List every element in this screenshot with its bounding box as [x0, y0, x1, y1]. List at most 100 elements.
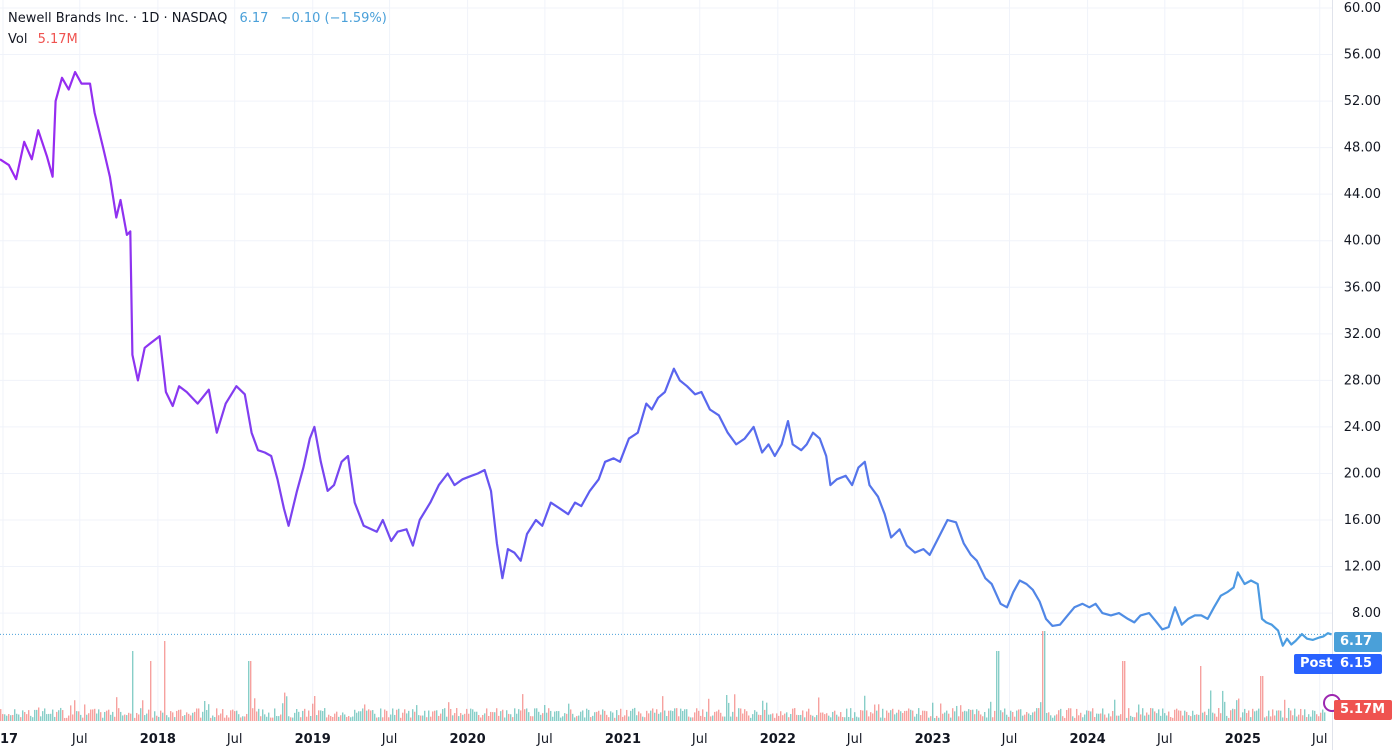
y-axis[interactable]: 60.00 56.00 52.00 48.00 44.00 40.00 36.00 32.00…: [1344, 1, 1381, 621]
volume-bar: [850, 708, 852, 721]
volume-bar: [86, 714, 88, 721]
volume-bar: [182, 716, 184, 721]
volume-bar: [486, 708, 488, 721]
x-tick-label: 2022: [760, 732, 796, 747]
volume-bar: [782, 715, 784, 721]
volume-bar: [1144, 715, 1146, 721]
volume-bar: [718, 709, 720, 721]
volume-bar: [928, 717, 930, 721]
volume-bar: [982, 716, 984, 721]
volume-bar: [730, 716, 732, 721]
volume-bar: [1098, 713, 1100, 721]
volume-bar: [1172, 717, 1174, 721]
volume-bar: [800, 714, 802, 721]
volume-bar: [14, 709, 16, 721]
volume-bar: [1208, 708, 1210, 721]
volume-bar: [444, 708, 446, 721]
volume-bar: [578, 715, 580, 721]
volume-bar: [410, 717, 412, 721]
volume-bar: [1016, 710, 1018, 721]
volume-bar: [1284, 699, 1286, 721]
volume-bar: [1048, 712, 1050, 721]
volume-bar: [1264, 717, 1266, 721]
volume-bar: [536, 708, 538, 721]
volume-bar: [790, 714, 792, 721]
volume-bar: [502, 709, 504, 721]
volume-bar: [692, 717, 694, 721]
volume-bar: [996, 651, 998, 721]
volume-bar: [620, 708, 622, 721]
volume-bar: [610, 711, 612, 721]
volume-bar: [942, 713, 944, 721]
volume-bar: [710, 716, 712, 721]
volume-bar: [352, 716, 354, 721]
y-tick-label: 36.00: [1344, 280, 1381, 295]
volume-bar: [1052, 717, 1054, 721]
volume-bar: [1044, 631, 1046, 721]
volume-bar: [1068, 708, 1070, 721]
volume-bar: [1216, 716, 1218, 721]
volume-bar: [210, 717, 212, 721]
volume-bar: [454, 713, 456, 721]
volume-bar: [232, 709, 234, 721]
volume-bar: [1096, 713, 1098, 721]
volume-bar: [284, 692, 286, 721]
volume-bar: [178, 709, 180, 721]
volume-bar: [918, 708, 920, 721]
volume-bar: [20, 717, 22, 721]
volume-bar: [1310, 716, 1312, 721]
volume-bar: [874, 704, 876, 721]
volume-bar: [622, 716, 624, 721]
volume-bar: [498, 715, 500, 721]
volume-bar: [1152, 708, 1154, 721]
symbol-label: Newell Brands Inc. · 1D · NASDAQ: [8, 11, 228, 26]
volume-bar: [156, 715, 158, 721]
volume-bar: [664, 710, 666, 721]
volume-bar: [414, 711, 416, 721]
volume-bar: [1320, 712, 1322, 721]
volume-bar: [944, 712, 946, 721]
volume-bar: [4, 714, 6, 721]
volume-bar: [840, 712, 842, 721]
volume-bar: [1304, 709, 1306, 721]
volume-bar: [1088, 710, 1090, 721]
volume-bar: [1002, 712, 1004, 721]
volume-bar: [880, 717, 882, 721]
volume-bar: [780, 711, 782, 721]
volume-bar: [922, 710, 924, 721]
volume-bar: [462, 714, 464, 721]
volume-bar: [1128, 708, 1130, 721]
volume-bar: [688, 716, 690, 721]
volume-bar: [1188, 715, 1190, 721]
volume-bar: [754, 710, 756, 721]
volume-bar: [794, 708, 796, 721]
volume-bar: [712, 715, 714, 721]
volume-bar: [268, 712, 270, 721]
volume-bar: [94, 708, 96, 721]
volume-bar: [846, 708, 848, 721]
volume-bar: [1252, 708, 1254, 721]
volume-bar: [508, 713, 510, 721]
volume-bar: [224, 717, 226, 721]
volume-bar: [12, 714, 14, 721]
volume-bar: [334, 713, 336, 721]
volume-bar: [1146, 712, 1148, 721]
volume-bar: [8, 714, 10, 721]
volume-bar: [174, 717, 176, 721]
volume-bar: [808, 708, 810, 721]
volume-bar: [248, 661, 250, 721]
volume-bar: [584, 717, 586, 721]
volume-bar: [230, 710, 232, 721]
volume-bar: [756, 711, 758, 721]
volume-bar: [566, 713, 568, 721]
volume-bar: [1150, 708, 1152, 721]
x-axis[interactable]: 17 Jul 2018 Jul 2019 Jul 2020 Jul 2021 Jul 2022 Jul…: [0, 732, 1328, 747]
volume-bar: [2, 714, 4, 721]
volume-bar: [670, 710, 672, 721]
volume-bar: [546, 712, 548, 721]
volume-bar: [658, 713, 660, 721]
volume-bar: [262, 709, 264, 721]
volume-bar: [1034, 711, 1036, 721]
volume-bar: [1242, 712, 1244, 721]
